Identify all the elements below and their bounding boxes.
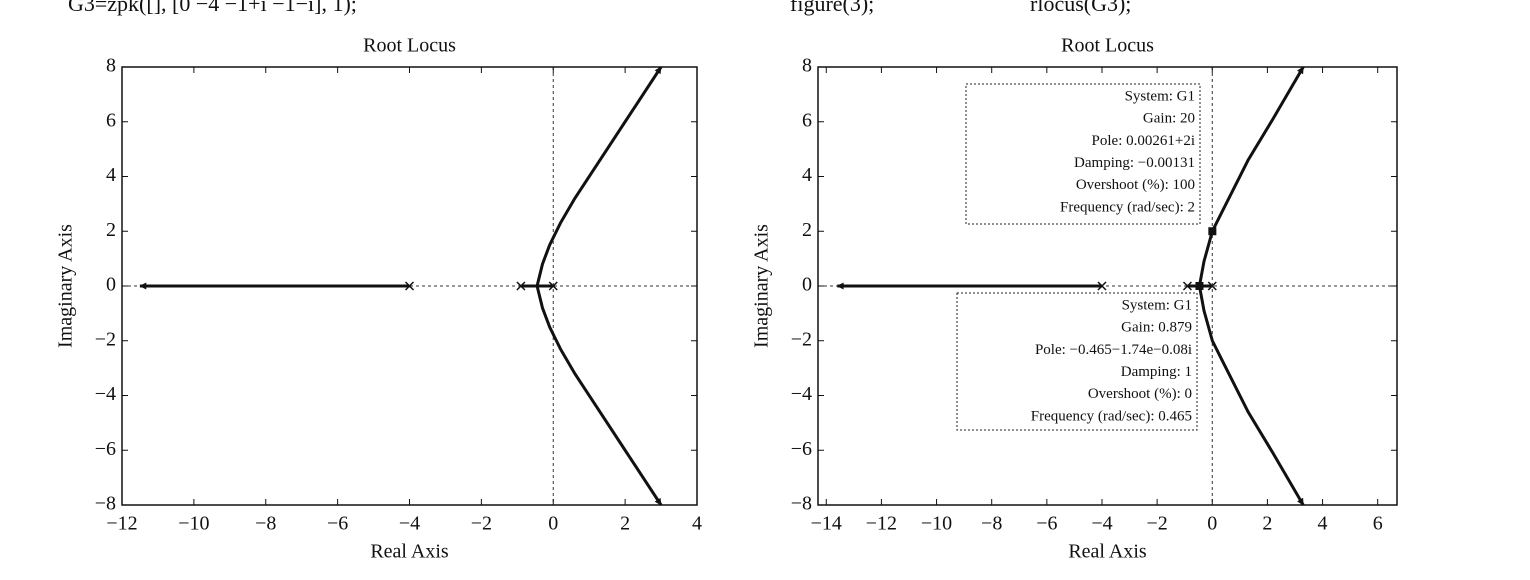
pole (1097, 281, 1107, 291)
locus-branch (535, 66, 663, 287)
x-axis-label: Real Axis (370, 541, 449, 563)
pole (404, 281, 415, 291)
y-tick-label: 0 (802, 274, 812, 296)
x-tick-label: −12 (106, 513, 137, 535)
x-tick-label: −4 (1091, 513, 1112, 535)
x-tick-label: 0 (548, 513, 558, 535)
x-tick-label: 2 (1262, 513, 1272, 535)
x-tick-label: 6 (1373, 513, 1383, 535)
x-tick-label: 0 (1207, 513, 1217, 535)
y-tick-label: 2 (106, 219, 116, 241)
chart-title: Root Locus (363, 35, 456, 57)
datatip-line: Pole: 0.00261+2i (1092, 133, 1195, 149)
pole (1207, 281, 1217, 291)
x-tick-label: −8 (981, 513, 1002, 535)
locus-branch (1197, 285, 1305, 506)
y-tick-label: −6 (791, 438, 812, 460)
y-tick-label: −4 (791, 383, 812, 405)
y-axis-label: Imaginary Axis (751, 224, 773, 348)
y-tick-label: −2 (95, 328, 116, 350)
y-tick-label: −8 (791, 493, 812, 515)
y-tick-label: 4 (802, 164, 812, 186)
x-tick-label: 4 (692, 513, 702, 535)
y-tick-label: 8 (802, 55, 812, 77)
plot-frame (817, 66, 1398, 506)
plot-frame (121, 66, 698, 506)
y-tick-label: 4 (106, 164, 116, 186)
datatip-line: System: G1 (1125, 88, 1195, 104)
datatip-line: Damping: 1 (1121, 364, 1192, 380)
y-axis-label: Imaginary Axis (55, 224, 77, 348)
x-axis-label: Real Axis (1068, 541, 1147, 563)
x-tick-label: −4 (399, 513, 420, 535)
datatip-line: Gain: 20 (1143, 111, 1195, 127)
datatip-box (956, 292, 1198, 431)
y-tick-label: 0 (106, 274, 116, 296)
datatip-line: Frequency (rad/sec): 2 (1060, 199, 1195, 215)
x-tick-label: 4 (1318, 513, 1328, 535)
y-tick-label: 2 (802, 219, 812, 241)
y-tick-label: −8 (95, 493, 116, 515)
y-tick-label: 6 (802, 109, 812, 131)
datatip-line: Damping: −0.00131 (1074, 155, 1195, 171)
y-tick-label: −2 (791, 328, 812, 350)
datatip-line: Frequency (rad/sec): 0.465 (1031, 408, 1192, 424)
y-tick-label: 8 (106, 55, 116, 77)
y-tick-label: 6 (106, 109, 116, 131)
x-tick-label: −14 (811, 513, 842, 535)
x-tick-label: −10 (921, 513, 952, 535)
datatip-marker (1195, 282, 1204, 290)
locus-branch (535, 285, 663, 506)
datatip-line: Overshoot (%): 100 (1076, 177, 1195, 193)
x-tick-label: −6 (1036, 513, 1057, 535)
pole (548, 281, 558, 291)
pole (1182, 281, 1192, 291)
code-line: rlocus(G3); (1030, 0, 1131, 16)
datatip-line: System: G1 (1122, 297, 1192, 313)
datatip-marker (1208, 227, 1217, 236)
x-tick-label: 2 (620, 513, 630, 535)
chart-title: Root Locus (1061, 35, 1154, 57)
x-tick-label: −2 (1146, 513, 1167, 535)
pole (516, 281, 526, 291)
datatip-line: Pole: −0.465−1.74e−0.08i (1035, 342, 1192, 358)
x-tick-label: −12 (866, 513, 897, 535)
datatip-line: Gain: 0.879 (1121, 320, 1192, 336)
datatip-line: Overshoot (%): 0 (1088, 386, 1192, 402)
datatip-box (965, 83, 1201, 225)
code-line: figure(3); (790, 0, 874, 16)
x-tick-label: −6 (327, 513, 348, 535)
y-tick-label: −6 (95, 438, 116, 460)
x-tick-label: −2 (471, 513, 492, 535)
x-tick-label: −10 (178, 513, 209, 535)
locus-branch (1197, 66, 1305, 287)
code-line: G3=zpk([], [0 −4 −1+i −1−i], 1); (68, 0, 357, 16)
x-tick-label: −8 (255, 513, 276, 535)
y-tick-label: −4 (95, 383, 116, 405)
